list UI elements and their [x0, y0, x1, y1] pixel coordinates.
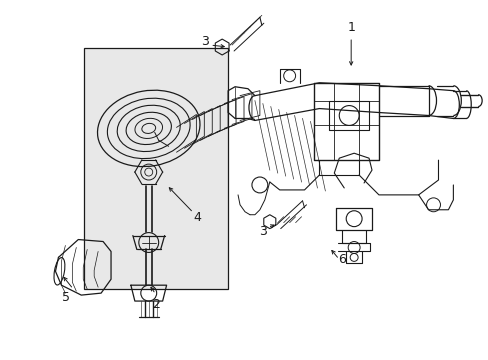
Text: 2: 2	[151, 297, 159, 311]
Text: 1: 1	[346, 21, 354, 34]
Text: 4: 4	[193, 211, 201, 224]
Text: 6: 6	[338, 253, 346, 266]
Text: 3: 3	[201, 35, 209, 48]
Text: 5: 5	[62, 291, 70, 303]
Text: 3: 3	[258, 225, 266, 238]
Bar	[84, 48, 228, 289]
